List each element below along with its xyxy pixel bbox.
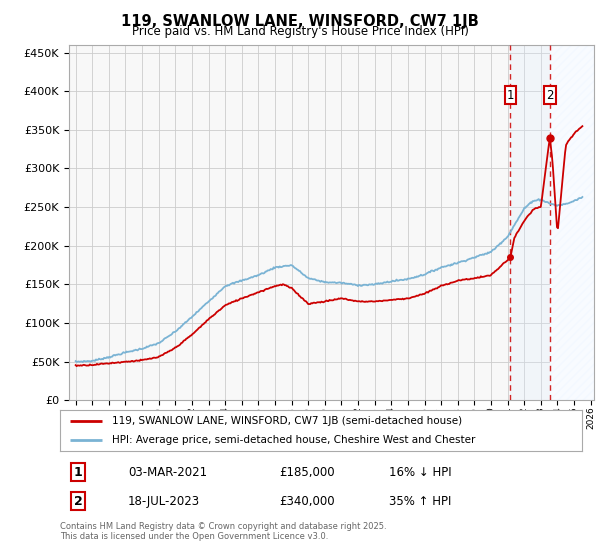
Text: 119, SWANLOW LANE, WINSFORD, CW7 1JB (semi-detached house): 119, SWANLOW LANE, WINSFORD, CW7 1JB (se… <box>112 417 463 426</box>
Text: 1: 1 <box>74 466 83 479</box>
Text: Contains HM Land Registry data © Crown copyright and database right 2025.
This d: Contains HM Land Registry data © Crown c… <box>60 522 386 542</box>
Text: 2: 2 <box>546 88 554 101</box>
Bar <box>550 45 594 400</box>
Text: 18-JUL-2023: 18-JUL-2023 <box>128 494 200 507</box>
Text: 119, SWANLOW LANE, WINSFORD, CW7 1JB: 119, SWANLOW LANE, WINSFORD, CW7 1JB <box>121 14 479 29</box>
Text: 1: 1 <box>506 88 514 101</box>
Text: HPI: Average price, semi-detached house, Cheshire West and Chester: HPI: Average price, semi-detached house,… <box>112 435 476 445</box>
Text: Price paid vs. HM Land Registry's House Price Index (HPI): Price paid vs. HM Land Registry's House … <box>131 25 469 38</box>
Text: 16% ↓ HPI: 16% ↓ HPI <box>389 466 451 479</box>
Text: £185,000: £185,000 <box>279 466 335 479</box>
Text: 35% ↑ HPI: 35% ↑ HPI <box>389 494 451 507</box>
Bar <box>511 45 550 400</box>
Text: £340,000: £340,000 <box>279 494 335 507</box>
Text: 03-MAR-2021: 03-MAR-2021 <box>128 466 207 479</box>
Bar <box>550 45 594 400</box>
Text: 2: 2 <box>74 494 83 507</box>
